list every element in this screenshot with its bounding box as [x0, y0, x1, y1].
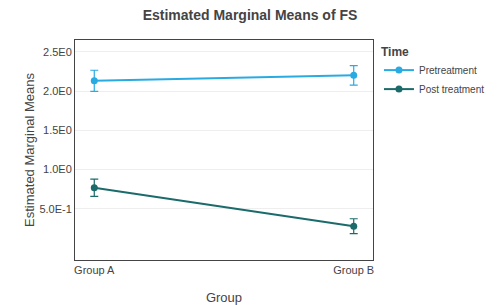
svg-text:Estimated Marginal Means of FS: Estimated Marginal Means of FS [143, 7, 358, 23]
svg-text:Group B: Group B [333, 264, 374, 276]
svg-text:Estimated Marginal Means: Estimated Marginal Means [22, 73, 37, 227]
svg-text:1.5E0: 1.5E0 [43, 124, 72, 136]
svg-text:Time: Time [381, 45, 409, 59]
svg-text:2.5E0: 2.5E0 [43, 46, 72, 58]
svg-text:1.0E0: 1.0E0 [43, 163, 72, 175]
svg-text:Post treatment: Post treatment [419, 84, 484, 95]
svg-text:Group: Group [206, 290, 242, 305]
svg-text:2.0E0: 2.0E0 [43, 85, 72, 97]
svg-text:Pretreatment: Pretreatment [419, 65, 477, 76]
svg-text:5.0E-1: 5.0E-1 [39, 203, 71, 215]
svg-text:Group A: Group A [74, 264, 115, 276]
